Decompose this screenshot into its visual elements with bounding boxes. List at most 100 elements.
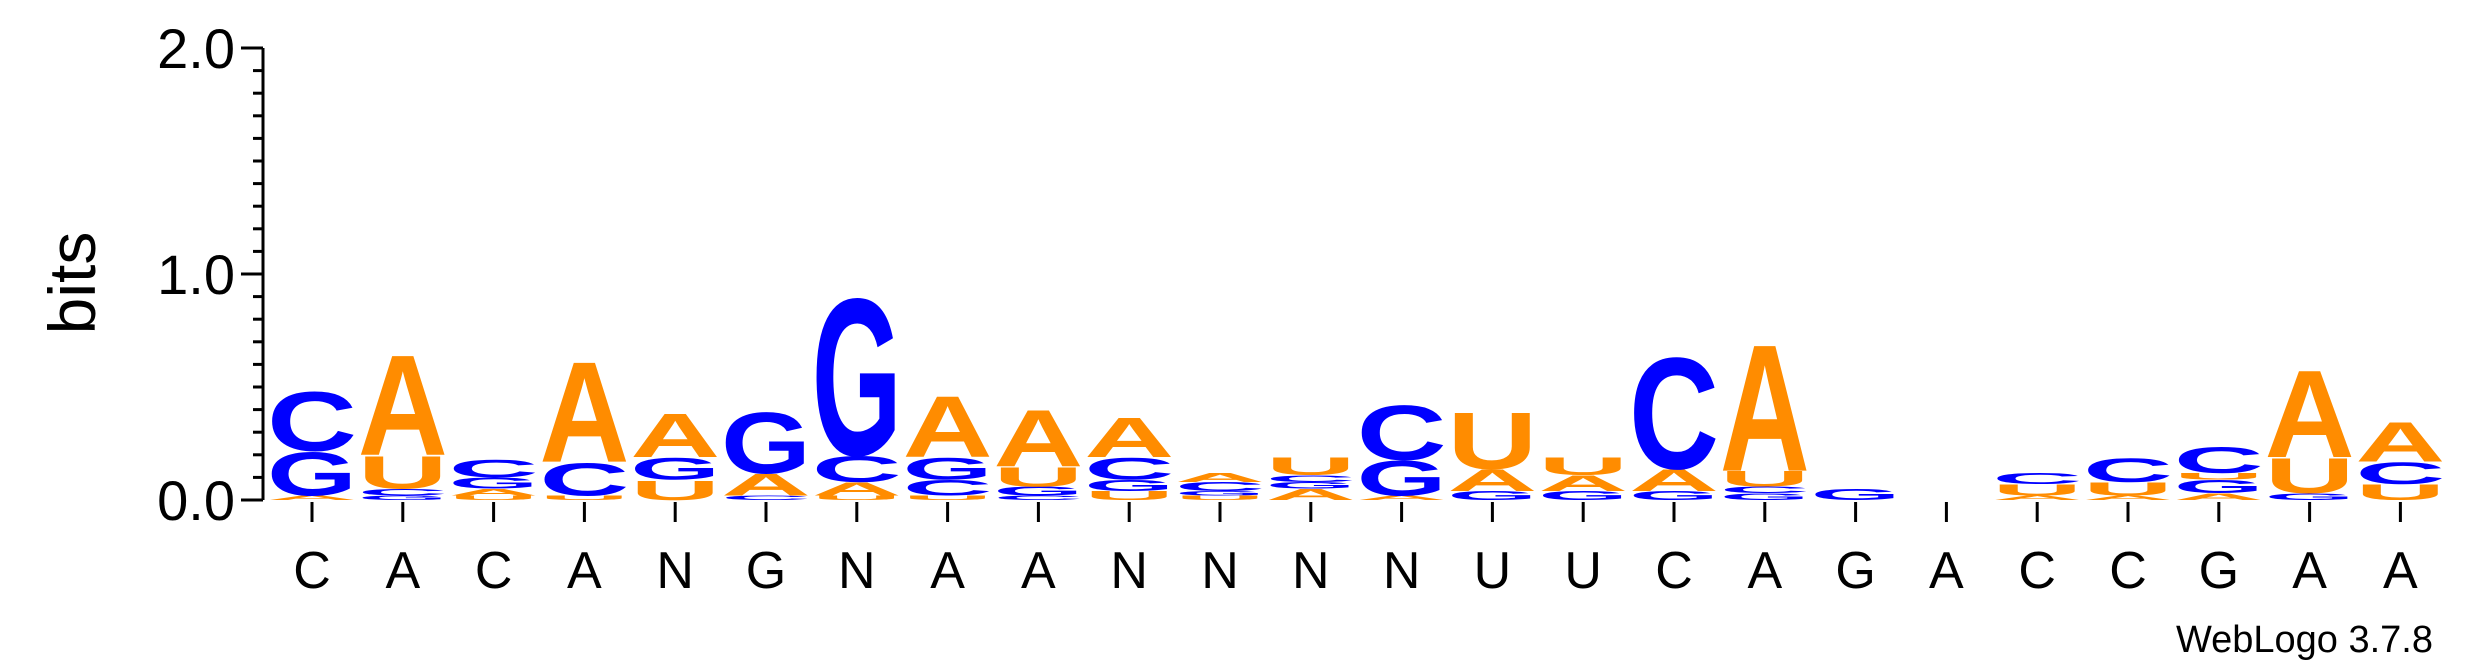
logo-letter-G: G: [721, 394, 811, 492]
logo-letter-U: U: [2174, 471, 2264, 482]
logo-letter-glyph: A: [1175, 471, 1265, 485]
logo-letter-glyph: U: [2355, 480, 2445, 504]
logo-letter-C: C: [812, 448, 902, 490]
logo-letter-A: A: [812, 479, 902, 500]
logo-letter-U: U: [812, 494, 902, 501]
logo-letter-A: A: [2265, 345, 2355, 484]
logo-letter-glyph: G: [1811, 486, 1901, 503]
logo-letter-U: U: [2083, 479, 2173, 500]
logo-letter-glyph: C: [449, 455, 539, 483]
logo-letter-A: A: [1084, 407, 1174, 469]
logo-letter-A: A: [1538, 471, 1628, 495]
logo-letter-glyph: U: [630, 475, 720, 506]
logo-letter-C: C: [1266, 473, 1356, 484]
logo-letter-glyph: G: [1629, 489, 1719, 503]
logo-letter-C: C: [1992, 470, 2082, 487]
logo-letter-G: G: [1266, 480, 1356, 491]
logo-letter-G: G: [1811, 486, 1901, 503]
logo-letter-glyph: G: [630, 452, 720, 487]
logo-letter-glyph: A: [1538, 471, 1628, 495]
logo-letter-glyph: G: [267, 439, 357, 509]
logo-letter-U: U: [1175, 494, 1265, 501]
logo-letter-glyph: A: [1084, 407, 1174, 469]
logo-letter-glyph: A: [1357, 494, 1447, 501]
x-tick-label: N: [1110, 542, 1148, 600]
logo-column: G: [1811, 486, 1901, 503]
logo-letter-U: U: [1084, 489, 1174, 503]
logo-letter-U: U: [449, 494, 539, 501]
logo-letter-glyph: U: [539, 494, 629, 501]
logo-column: AGC: [1357, 389, 1447, 507]
logo-letter-glyph: U: [812, 494, 902, 501]
logo-letter-C: C: [993, 494, 1083, 501]
logo-letter-glyph: U: [1175, 494, 1265, 501]
logo-letter-glyph: A: [630, 401, 720, 471]
logo-letter-glyph: A: [358, 326, 448, 485]
logo-letter-A: A: [2083, 494, 2173, 501]
x-tick-label: A: [930, 542, 965, 600]
x-tick-label: C: [2109, 542, 2147, 600]
logo-letter-glyph: A: [267, 494, 357, 501]
logo-letter-glyph: C: [2355, 456, 2445, 491]
logo-letter-C: C: [1720, 485, 1810, 496]
logo-letter-glyph: C: [2083, 451, 2173, 489]
logo-letter-C: C: [1629, 326, 1719, 503]
logo-letter-C: C: [267, 375, 357, 469]
logo-letter-A: A: [1720, 307, 1810, 509]
logo-letter-glyph: C: [812, 448, 902, 490]
logo-column: UCA: [2355, 411, 2445, 504]
logo-letter-C: C: [721, 494, 811, 501]
logo-letter-U: U: [2355, 480, 2445, 504]
logo-letter-A: A: [903, 378, 993, 476]
logo-letter-glyph: U: [2174, 471, 2264, 482]
logo-letter-glyph: A: [2174, 492, 2264, 503]
logo-letter-U: U: [630, 475, 720, 506]
logo-letter-G: G: [1538, 489, 1628, 503]
logo-letter-C: C: [2174, 439, 2264, 481]
x-tick-label: A: [385, 542, 420, 600]
logo-letter-U: U: [1538, 453, 1628, 481]
y-axis: 0.0 1.0 2.0: [157, 17, 265, 532]
logo-column: GAC: [1629, 326, 1719, 503]
logo-letter-glyph: G: [1084, 477, 1174, 494]
x-tick-label: A: [1747, 542, 1782, 600]
logo-letter-G: G: [358, 494, 448, 501]
logo-letter-glyph: C: [1266, 473, 1356, 484]
logo-letter-glyph: C: [1992, 470, 2082, 487]
logo-letter-A: A: [2174, 492, 2264, 503]
x-tick-label: A: [2292, 542, 2327, 600]
logo-letter-A: A: [1992, 494, 2082, 501]
logo-column: UCA: [539, 333, 629, 505]
logo-letter-A: A: [449, 487, 539, 498]
logo-letter-glyph: G: [1538, 489, 1628, 503]
logo-letter-U: U: [539, 494, 629, 501]
logo-letter-glyph: U: [2083, 479, 2173, 500]
logo-letter-glyph: A: [721, 468, 811, 503]
logo-letter-C: C: [2083, 451, 2173, 489]
logo-letter-G: G: [812, 253, 902, 503]
logo-letter-A: A: [1629, 463, 1719, 498]
logo-letter-glyph: C: [1629, 326, 1719, 503]
logo-letter-G: G: [1357, 451, 1447, 507]
logo-letter-glyph: U: [449, 494, 539, 501]
logo-letter-A: A: [630, 401, 720, 471]
logo-letter-A: A: [1266, 486, 1356, 503]
logo-letter-glyph: G: [1357, 451, 1447, 507]
x-tick-label: N: [1383, 542, 1421, 600]
logo-column: UGA: [630, 401, 720, 507]
logo-letter-A: A: [358, 326, 448, 485]
x-tick-label: C: [2018, 542, 2056, 600]
x-tick-label: G: [2199, 542, 2239, 600]
y-minor-ticks: [253, 69, 263, 479]
logo-column: GAU: [1447, 396, 1537, 503]
logo-column: AGC: [267, 375, 357, 509]
logo-letter-glyph: A: [1629, 463, 1719, 498]
x-tick-label: G: [1835, 542, 1875, 600]
logo-column: CAG: [721, 394, 811, 502]
